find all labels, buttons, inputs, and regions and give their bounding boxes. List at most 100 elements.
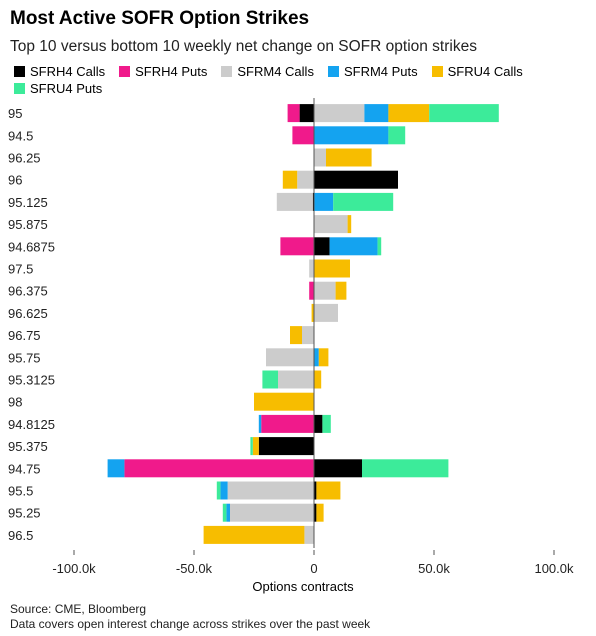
bar-segment (314, 303, 338, 322)
bar-segment (278, 370, 314, 389)
legend-item: SFRH4 Calls (14, 63, 105, 80)
x-tick-label: 50.0k (418, 561, 450, 576)
bar-segment (314, 148, 326, 167)
category-label: 95 (8, 106, 22, 121)
bar-segment (227, 481, 314, 500)
bar-segment (282, 170, 298, 189)
bar-segment (250, 437, 253, 456)
category-label: 95.125 (8, 195, 48, 210)
category-label: 94.75 (8, 461, 41, 476)
category-label: 94.5 (8, 128, 33, 143)
bar-segment (287, 104, 300, 123)
bar-segment (314, 370, 322, 389)
bar-segment (314, 259, 350, 278)
bar-segment (297, 170, 314, 189)
bar-segment (302, 326, 314, 345)
bar-segment (261, 414, 314, 433)
bar-segment (377, 237, 382, 256)
legend-swatch (14, 66, 25, 77)
bar-segment (314, 215, 348, 234)
bar-segment (203, 525, 305, 544)
chart-title: Most Active SOFR Option Strikes (10, 8, 310, 29)
x-tick-label: -100.0k (52, 561, 96, 576)
legend-label: SFRM4 Puts (343, 64, 418, 79)
x-axis-title: Options contracts (252, 579, 354, 594)
bar-segment (429, 104, 499, 123)
bar-segment (326, 148, 372, 167)
bar-segment (262, 370, 278, 389)
bar-segment (312, 192, 314, 211)
legend-item: SFRH4 Puts (119, 63, 207, 80)
category-label: 95.375 (8, 439, 48, 454)
bar-segment (299, 104, 314, 123)
bar-segment (309, 259, 314, 278)
legend-swatch (327, 66, 339, 77)
category-label: 96.5 (8, 528, 33, 543)
bar-segment (314, 104, 365, 123)
bar-segment (314, 126, 389, 145)
category-label: 95.25 (8, 506, 41, 521)
legend: SFRH4 Calls SFRH4 Puts SFRM4 Calls SFRM4 Pu… (14, 63, 574, 97)
bar-chart: 95 94.5 96.25 96 95.125 95.875 94.6875 97.5 96.3… (8, 98, 574, 576)
bar-segment (314, 481, 317, 500)
category-label: 96.625 (8, 306, 48, 321)
bar-segment (388, 126, 406, 145)
bar-segment (329, 237, 378, 256)
category-label: 94.6875 (8, 239, 55, 254)
bar-segment (322, 414, 331, 433)
chart-subtitle: Top 10 versus bottom 10 weekly net chang… (10, 38, 477, 55)
x-tick-label: 0 (310, 561, 317, 576)
legend-item: SFRM4 Puts (327, 63, 418, 80)
legend-item: SFRM4 Calls (221, 63, 314, 80)
bar-segment (276, 192, 313, 211)
legend-label: SFRU4 Calls (447, 64, 523, 79)
bar-segment (230, 503, 314, 522)
legend-swatch (119, 66, 131, 77)
bar-segment (362, 459, 449, 478)
bar-segment (388, 104, 430, 123)
category-label: 95.75 (8, 350, 41, 365)
category-label: 96.375 (8, 284, 48, 299)
bar-segment (124, 459, 315, 478)
x-tick-label: 100.0k (534, 561, 574, 576)
bar-segment (290, 326, 302, 345)
bar-segment (216, 481, 221, 500)
bar-segment (304, 525, 314, 544)
category-label: 96.25 (8, 151, 41, 166)
bar-segment (335, 281, 347, 300)
x-tick-label: -50.0k (176, 561, 213, 576)
legend-item: SFRU4 Calls (431, 63, 523, 80)
legend-swatch (221, 66, 233, 77)
legend-item: SFRU4 Puts (14, 80, 102, 97)
bar-segment (258, 414, 262, 433)
bar-segment (316, 481, 341, 500)
category-label: 98 (8, 395, 22, 410)
bar-segment (266, 348, 314, 367)
bar-segment (314, 348, 319, 367)
legend-label: SFRH4 Puts (135, 64, 208, 79)
bar-segment (226, 503, 230, 522)
bar-segment (314, 459, 362, 478)
category-label: 96.75 (8, 328, 41, 343)
bar-segment (280, 237, 314, 256)
bar-segment (309, 281, 314, 300)
bar-segment (364, 104, 389, 123)
bar-segment (292, 126, 314, 145)
bar-segment (314, 414, 323, 433)
category-label: 96 (8, 173, 22, 188)
category-label: 94.8125 (8, 417, 55, 432)
bar-segment (316, 503, 324, 522)
bar-segment (347, 215, 352, 234)
bar-segment (314, 237, 330, 256)
bar-segment (318, 348, 329, 367)
legend-label: SFRM4 Calls (237, 64, 314, 79)
bar-segment (254, 392, 314, 411)
category-label: 95.5 (8, 484, 33, 499)
bar-segment (220, 481, 228, 500)
bar-segment (314, 281, 336, 300)
bar-segment (314, 170, 398, 189)
bar-segment (333, 192, 394, 211)
bar-segment (314, 503, 317, 522)
category-label: 95.875 (8, 217, 48, 232)
bar-segment (222, 503, 227, 522)
